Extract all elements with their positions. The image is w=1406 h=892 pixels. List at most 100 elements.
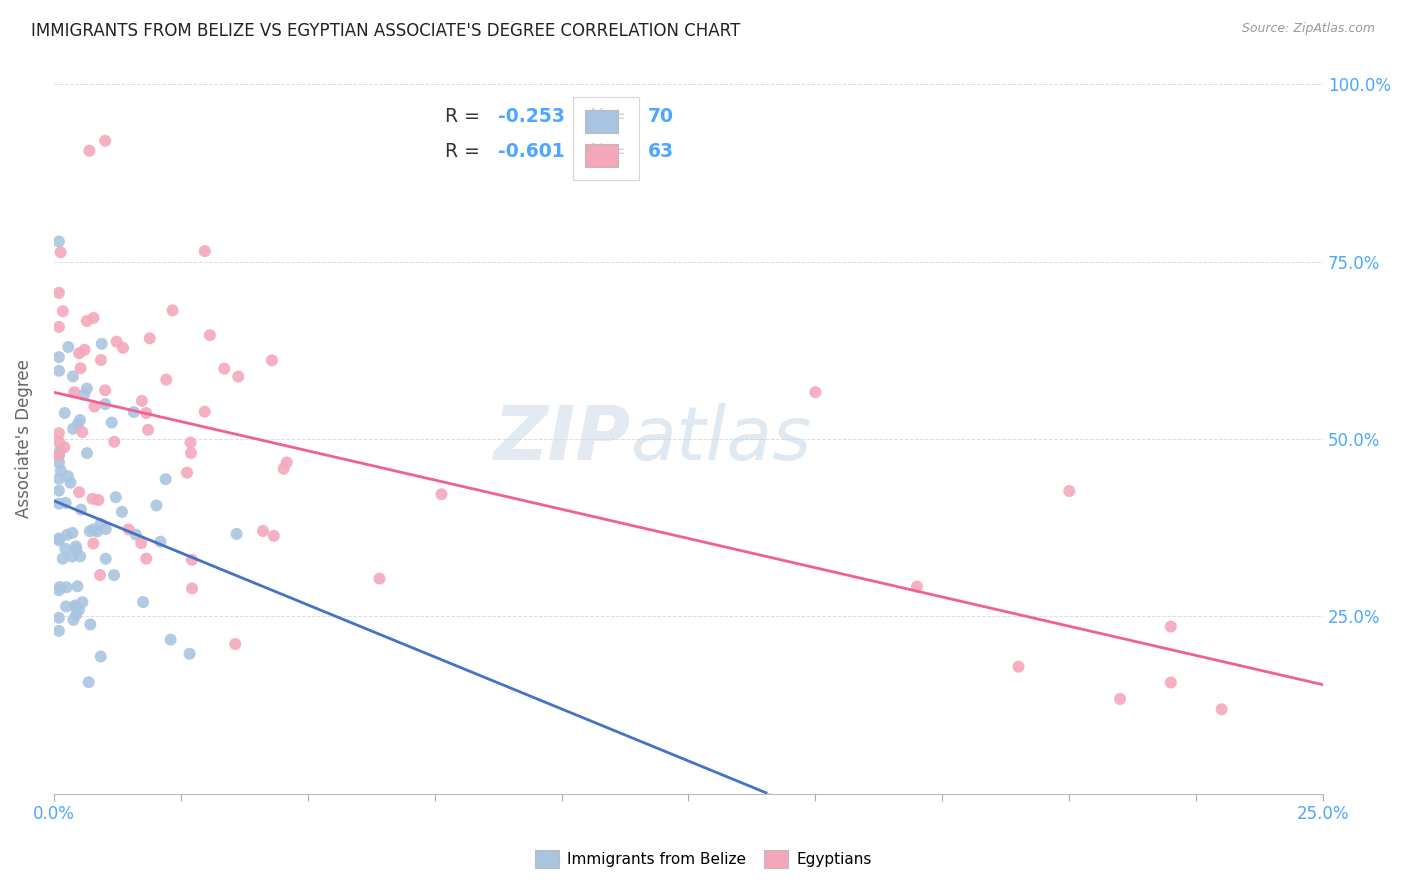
Text: N =: N =: [578, 107, 631, 126]
Point: [368, 572, 391, 586]
Point: [48, 350, 70, 364]
Point: [53, 440, 76, 454]
Text: N =: N =: [578, 143, 631, 161]
Point: [214, 361, 236, 376]
Point: [69, 549, 91, 564]
Point: [48, 448, 70, 462]
Point: [48, 456, 70, 470]
Point: [135, 551, 157, 566]
Point: [48, 434, 70, 449]
Point: [1211, 702, 1233, 716]
Point: [70, 502, 93, 516]
Point: [276, 455, 298, 469]
Point: [58, 340, 80, 354]
Point: [60, 525, 83, 540]
Point: [90, 336, 112, 351]
Point: [69, 361, 91, 376]
Point: [105, 334, 128, 349]
Point: [82, 523, 104, 537]
Point: [48, 483, 70, 498]
Point: [63, 385, 86, 400]
Point: [72, 595, 94, 609]
Text: 63: 63: [648, 143, 673, 161]
Point: [83, 310, 105, 325]
Point: [112, 341, 135, 355]
Point: [52, 304, 75, 318]
Point: [905, 580, 928, 594]
Point: [79, 524, 101, 539]
Point: [76, 382, 98, 396]
Point: [56, 528, 79, 542]
Point: [48, 319, 70, 334]
Point: [260, 353, 283, 368]
Point: [1109, 692, 1132, 706]
Text: Source: ZipAtlas.com: Source: ZipAtlas.com: [1241, 22, 1375, 36]
Point: [49, 443, 72, 458]
Point: [90, 649, 112, 664]
Point: [72, 425, 94, 439]
Point: [1059, 484, 1081, 499]
Point: [86, 524, 108, 539]
Point: [132, 595, 155, 609]
Point: [224, 637, 246, 651]
Point: [49, 580, 72, 594]
Point: [52, 551, 75, 566]
Point: [117, 523, 139, 537]
Point: [82, 491, 104, 506]
Point: [65, 607, 87, 622]
Point: [135, 406, 157, 420]
Point: [103, 434, 125, 449]
Point: [136, 423, 159, 437]
Point: [48, 448, 70, 462]
Point: [1007, 659, 1029, 673]
Point: [94, 397, 117, 411]
Point: [62, 422, 84, 436]
Point: [48, 497, 70, 511]
Point: [111, 505, 134, 519]
Point: [76, 314, 98, 328]
Point: [90, 516, 112, 531]
Point: [77, 675, 100, 690]
Text: atlas: atlas: [631, 403, 813, 475]
Point: [194, 244, 217, 259]
Text: IMMIGRANTS FROM BELIZE VS EGYPTIAN ASSOCIATE'S DEGREE CORRELATION CHART: IMMIGRANTS FROM BELIZE VS EGYPTIAN ASSOC…: [31, 22, 740, 40]
Point: [90, 353, 112, 368]
Point: [69, 413, 91, 427]
Point: [48, 624, 70, 638]
Point: [131, 393, 153, 408]
Text: R =: R =: [444, 143, 485, 161]
Text: R =: R =: [444, 107, 485, 126]
Point: [179, 435, 201, 450]
Point: [48, 285, 70, 300]
Point: [89, 568, 111, 582]
Point: [100, 416, 122, 430]
Legend: , : ,: [572, 97, 640, 179]
Point: [180, 446, 202, 460]
Point: [176, 466, 198, 480]
Point: [139, 331, 162, 345]
Point: [83, 400, 105, 414]
Point: [65, 542, 87, 557]
Point: [65, 600, 87, 615]
Point: [149, 534, 172, 549]
Point: [430, 487, 453, 501]
Point: [194, 405, 217, 419]
Point: [87, 493, 110, 508]
Point: [82, 536, 104, 550]
Point: [181, 582, 204, 596]
Point: [67, 346, 90, 360]
Point: [94, 134, 117, 148]
Point: [225, 527, 247, 541]
Point: [53, 541, 76, 556]
Y-axis label: Associate's Degree: Associate's Degree: [15, 359, 32, 518]
Point: [180, 553, 202, 567]
Point: [273, 461, 295, 475]
Point: [263, 529, 285, 543]
Point: [252, 524, 274, 538]
Legend: Immigrants from Belize, Egyptians: Immigrants from Belize, Egyptians: [529, 844, 877, 873]
Point: [125, 527, 148, 541]
Point: [48, 235, 70, 249]
Point: [94, 522, 117, 536]
Point: [60, 549, 83, 564]
Point: [179, 647, 201, 661]
